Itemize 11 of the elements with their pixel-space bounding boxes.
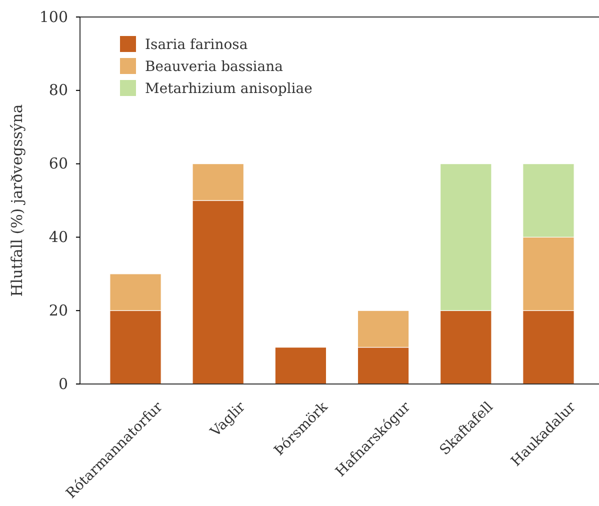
y-tick-label: 40	[48, 228, 68, 246]
y-tick-label: 60	[48, 154, 68, 173]
legend-label: Metarhizium anisopliae	[145, 81, 312, 97]
y-tick-label: 20	[48, 301, 68, 320]
y-tick-label: 100	[39, 8, 68, 26]
legend-label: Isaria farinosa	[145, 37, 248, 53]
y-tick-label: 0	[58, 374, 68, 393]
legend-label: Beauveria bassiana	[145, 59, 283, 75]
bar	[274, 347, 327, 384]
y-tick-label: 80	[48, 81, 68, 100]
y-axis-title: Hlutfall (%) jarðvegssýna	[8, 104, 26, 297]
